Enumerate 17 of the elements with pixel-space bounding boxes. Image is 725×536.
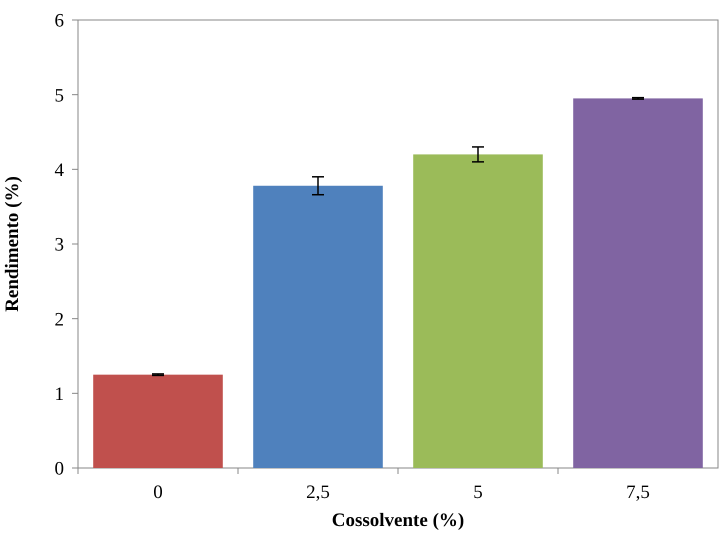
bar xyxy=(573,98,703,468)
y-tick-label: 1 xyxy=(54,384,64,405)
y-tick-label: 4 xyxy=(54,160,64,181)
x-tick-label: 0 xyxy=(153,482,163,503)
y-tick-label: 2 xyxy=(54,309,64,330)
x-axis-title: Cossolvente (%) xyxy=(332,510,464,531)
y-tick-label: 3 xyxy=(54,234,64,256)
bar xyxy=(413,154,543,468)
y-tick-label: 5 xyxy=(54,85,64,106)
y-tick-label: 6 xyxy=(54,10,64,32)
x-tick-label: 2,5 xyxy=(306,482,330,503)
bar xyxy=(253,186,383,468)
y-tick-label: 0 xyxy=(54,458,64,480)
bar xyxy=(93,374,223,468)
y-axis-title: Rendimento (%) xyxy=(2,176,23,312)
x-tick-label: 5 xyxy=(473,482,483,503)
x-tick-label: 7,5 xyxy=(626,482,650,503)
